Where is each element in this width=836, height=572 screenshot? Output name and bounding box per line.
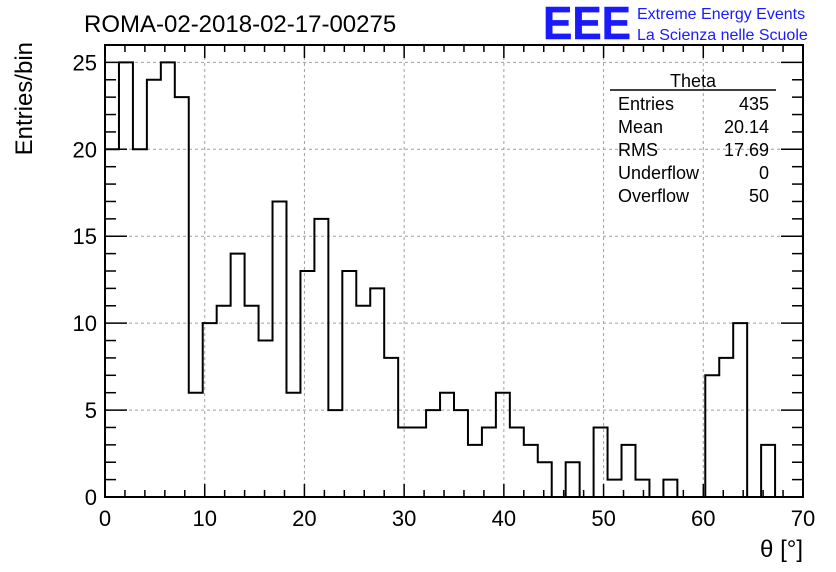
histogram-bin bbox=[663, 480, 677, 497]
stats-row-value: 17.69 bbox=[724, 140, 769, 160]
logo-line-2: La Scienza nelle Scuole bbox=[637, 27, 808, 44]
histogram-bin bbox=[161, 62, 175, 497]
histogram-bin bbox=[314, 219, 328, 497]
histogram-bin bbox=[719, 358, 733, 497]
histogram-bin bbox=[510, 427, 524, 497]
logo-mark: EEE bbox=[543, 0, 631, 49]
eee-logo: EEE Extreme Energy Events La Scienza nel… bbox=[543, 0, 808, 49]
histogram-bin bbox=[356, 306, 370, 497]
histogram-bin bbox=[566, 462, 580, 497]
stats-row-label: Mean bbox=[618, 117, 663, 137]
histogram-bin bbox=[538, 462, 552, 497]
x-tick-label: 0 bbox=[99, 506, 111, 531]
stats-row-value: 0 bbox=[759, 163, 769, 183]
stats-row-label: Overflow bbox=[618, 186, 690, 206]
histogram-bin bbox=[286, 393, 300, 497]
histogram-bin bbox=[300, 271, 314, 497]
histogram-outline bbox=[104, 61, 803, 498]
histogram-bin bbox=[412, 427, 426, 497]
histogram-bin bbox=[342, 271, 356, 497]
histogram-bin bbox=[175, 97, 189, 497]
histogram-bin bbox=[273, 201, 287, 497]
x-tick-label: 10 bbox=[192, 506, 216, 531]
histogram-bin bbox=[496, 393, 510, 497]
histogram-bin bbox=[426, 410, 440, 497]
y-tick-label: 25 bbox=[73, 50, 97, 75]
logo-line-1: Extreme Energy Events bbox=[637, 6, 805, 23]
stats-row-value: 435 bbox=[739, 94, 769, 114]
stats-row-value: 20.14 bbox=[724, 117, 769, 137]
stats-row-value: 50 bbox=[749, 186, 769, 206]
histogram-bin bbox=[608, 480, 622, 497]
x-tick-label: 50 bbox=[591, 506, 615, 531]
histogram-bin bbox=[622, 445, 636, 497]
x-tick-label: 70 bbox=[791, 506, 815, 531]
histogram-bin bbox=[733, 323, 747, 497]
histogram-bins bbox=[105, 62, 775, 497]
stats-box: Theta Entries 435 Mean 20.14 RMS 17.69 Underfl… bbox=[610, 71, 776, 206]
histogram-bin bbox=[468, 445, 482, 497]
x-tick-label: 40 bbox=[492, 506, 516, 531]
histogram-bin bbox=[231, 254, 245, 497]
stats-row-label: Entries bbox=[618, 94, 674, 114]
histogram-bin bbox=[440, 393, 454, 497]
histogram-bin bbox=[524, 445, 538, 497]
histogram-bin bbox=[259, 341, 273, 497]
histogram-bin bbox=[133, 149, 147, 497]
y-tick-label: 20 bbox=[73, 137, 97, 162]
histogram-bin bbox=[105, 149, 119, 497]
histogram-bin bbox=[203, 323, 217, 497]
histogram-bin bbox=[635, 480, 649, 497]
y-axis-label: Entries/bin bbox=[11, 42, 38, 155]
y-tick-label: 5 bbox=[85, 398, 97, 423]
stats-row-label: RMS bbox=[618, 140, 658, 160]
stats-box-title: Theta bbox=[670, 71, 717, 91]
histogram-bin bbox=[594, 427, 608, 497]
histogram-bin bbox=[119, 62, 133, 497]
x-axis-label: θ [°] bbox=[760, 536, 803, 563]
histogram-bin bbox=[761, 445, 775, 497]
histogram-bin bbox=[217, 306, 231, 497]
histogram-bin bbox=[147, 80, 161, 497]
y-tick-labels: 0 5 10 15 20 25 bbox=[73, 50, 97, 510]
histogram-bin bbox=[705, 375, 719, 497]
y-tick-label: 0 bbox=[85, 485, 97, 510]
histogram-bin bbox=[482, 427, 496, 497]
chart-title: ROMA-02-2018-02-17-00275 bbox=[84, 11, 396, 38]
histogram-bin bbox=[398, 427, 412, 497]
x-tick-labels: 0 10 20 30 40 50 60 70 bbox=[99, 506, 815, 531]
x-tick-label: 60 bbox=[691, 506, 715, 531]
histogram-bin bbox=[384, 358, 398, 497]
y-tick-label: 15 bbox=[73, 224, 97, 249]
stats-row-label: Underflow bbox=[618, 163, 700, 183]
x-tick-label: 30 bbox=[392, 506, 416, 531]
histogram-bin bbox=[245, 306, 259, 497]
histogram-bin bbox=[328, 410, 342, 497]
histogram-bin bbox=[370, 288, 384, 497]
x-tick-label: 20 bbox=[292, 506, 316, 531]
y-tick-label: 10 bbox=[73, 311, 97, 336]
histogram-bin bbox=[454, 410, 468, 497]
histogram-bin bbox=[189, 393, 203, 497]
